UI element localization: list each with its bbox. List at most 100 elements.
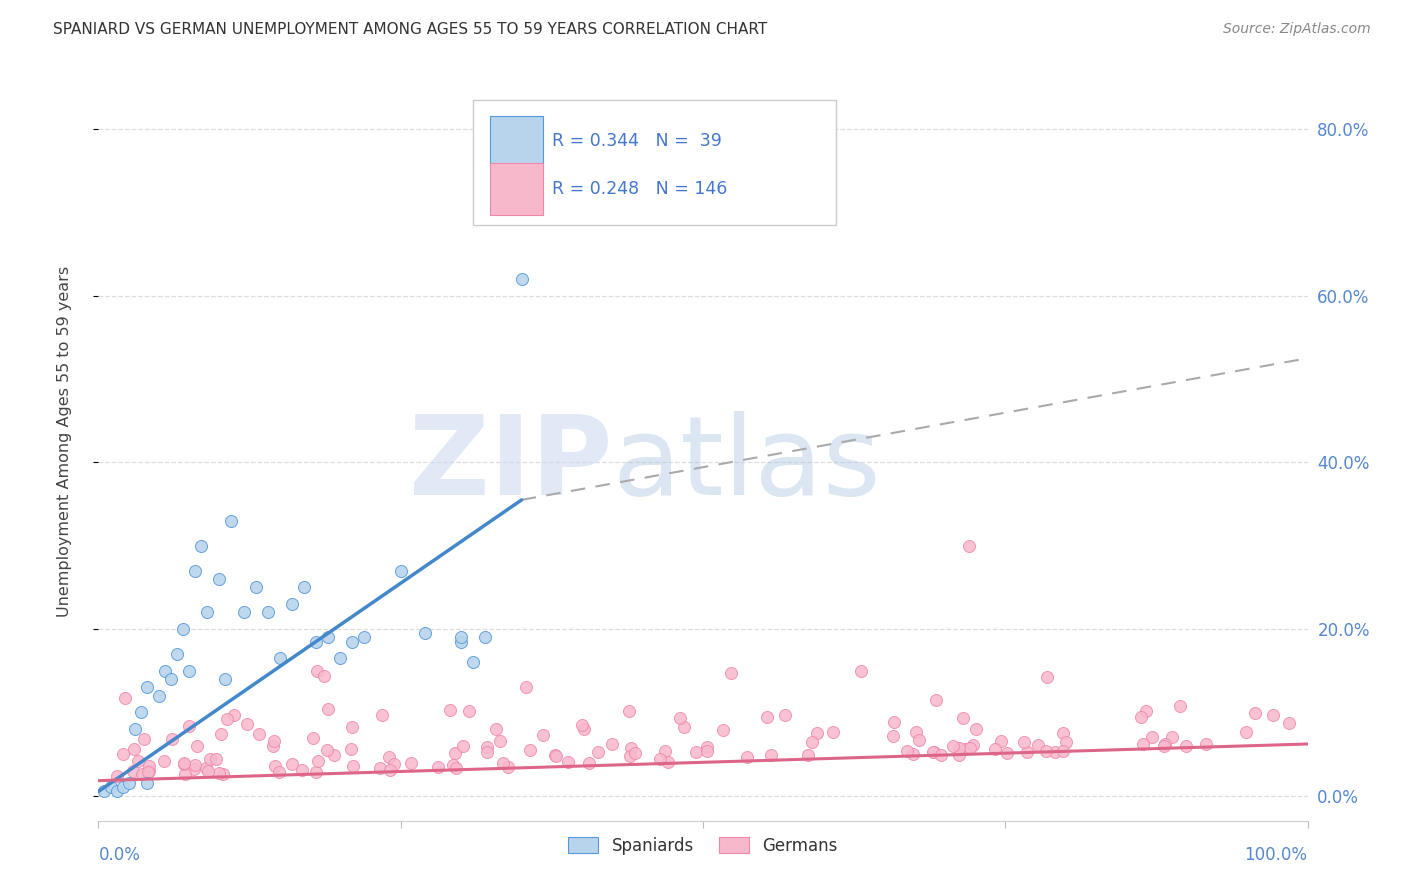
- Point: [179, 664, 201, 678]
- Point: [446, 761, 468, 775]
- Point: [197, 764, 219, 779]
- Point: [800, 735, 823, 749]
- Point: [673, 720, 696, 734]
- Point: [720, 665, 742, 680]
- Point: [236, 717, 259, 731]
- Point: [214, 672, 236, 686]
- Point: [696, 744, 718, 758]
- Point: [138, 758, 160, 772]
- Text: Source: ZipAtlas.com: Source: ZipAtlas.com: [1223, 22, 1371, 37]
- Point: [93, 784, 115, 798]
- Point: [105, 769, 128, 783]
- Point: [1035, 744, 1057, 758]
- Point: [759, 747, 782, 762]
- Point: [186, 739, 208, 753]
- Point: [696, 740, 718, 755]
- Point: [153, 664, 176, 678]
- Point: [380, 763, 402, 777]
- Point: [953, 741, 976, 756]
- Point: [995, 747, 1018, 761]
- Point: [105, 784, 128, 798]
- Point: [1175, 739, 1198, 753]
- Point: [264, 759, 287, 773]
- Point: [450, 634, 472, 648]
- Point: [685, 745, 707, 759]
- Point: [148, 689, 170, 703]
- Point: [368, 760, 391, 774]
- Point: [262, 739, 284, 753]
- Point: [307, 754, 329, 768]
- Point: [269, 764, 291, 779]
- Point: [269, 651, 291, 665]
- Point: [901, 747, 924, 762]
- Point: [821, 725, 844, 739]
- Point: [883, 715, 905, 730]
- Point: [111, 780, 134, 795]
- Point: [190, 539, 212, 553]
- Point: [245, 580, 267, 594]
- Point: [624, 746, 647, 760]
- Point: [952, 711, 974, 725]
- Point: [1154, 737, 1177, 751]
- Point: [620, 741, 643, 756]
- Point: [1161, 730, 1184, 744]
- Point: [280, 756, 302, 771]
- Point: [773, 708, 796, 723]
- Point: [443, 747, 465, 761]
- Point: [657, 755, 679, 769]
- Point: [1278, 716, 1301, 731]
- Point: [208, 572, 231, 586]
- Point: [129, 706, 152, 720]
- Point: [208, 766, 231, 780]
- Point: [127, 754, 149, 768]
- Point: [256, 605, 278, 619]
- Point: [427, 760, 450, 774]
- Point: [713, 723, 735, 737]
- Point: [173, 756, 195, 770]
- Point: [896, 744, 918, 758]
- Point: [209, 727, 232, 741]
- Point: [544, 749, 567, 764]
- Point: [1012, 735, 1035, 749]
- Point: [131, 767, 153, 781]
- Point: [100, 780, 122, 795]
- Text: R = 0.344   N =  39: R = 0.344 N = 39: [551, 132, 721, 150]
- Point: [177, 719, 200, 733]
- Point: [222, 708, 245, 723]
- Point: [353, 631, 375, 645]
- Point: [1043, 745, 1066, 759]
- Point: [221, 514, 243, 528]
- Point: [600, 738, 623, 752]
- Point: [477, 739, 499, 754]
- Point: [756, 710, 779, 724]
- Point: [1052, 726, 1074, 740]
- Point: [124, 742, 146, 756]
- Point: [305, 764, 328, 779]
- Point: [492, 756, 515, 771]
- Text: SPANIARD VS GERMAN UNEMPLOYMENT AMONG AGES 55 TO 59 YEARS CORRELATION CHART: SPANIARD VS GERMAN UNEMPLOYMENT AMONG AG…: [53, 22, 768, 37]
- Point: [316, 743, 339, 757]
- Point: [485, 723, 508, 737]
- Point: [1052, 744, 1074, 758]
- Point: [312, 669, 335, 683]
- Point: [114, 691, 136, 706]
- Point: [172, 622, 194, 636]
- Point: [135, 776, 157, 790]
- Point: [118, 776, 141, 790]
- Point: [195, 605, 218, 619]
- Point: [1263, 707, 1285, 722]
- Point: [519, 743, 541, 757]
- Point: [302, 731, 325, 746]
- Point: [204, 752, 226, 766]
- Point: [399, 756, 422, 771]
- Point: [1135, 704, 1157, 718]
- Text: 0.0%: 0.0%: [98, 846, 141, 863]
- Point: [232, 605, 254, 619]
- Point: [342, 758, 364, 772]
- Point: [174, 767, 197, 781]
- Point: [291, 764, 314, 778]
- Point: [1234, 725, 1257, 739]
- Point: [797, 748, 820, 763]
- Point: [441, 757, 464, 772]
- Point: [281, 597, 304, 611]
